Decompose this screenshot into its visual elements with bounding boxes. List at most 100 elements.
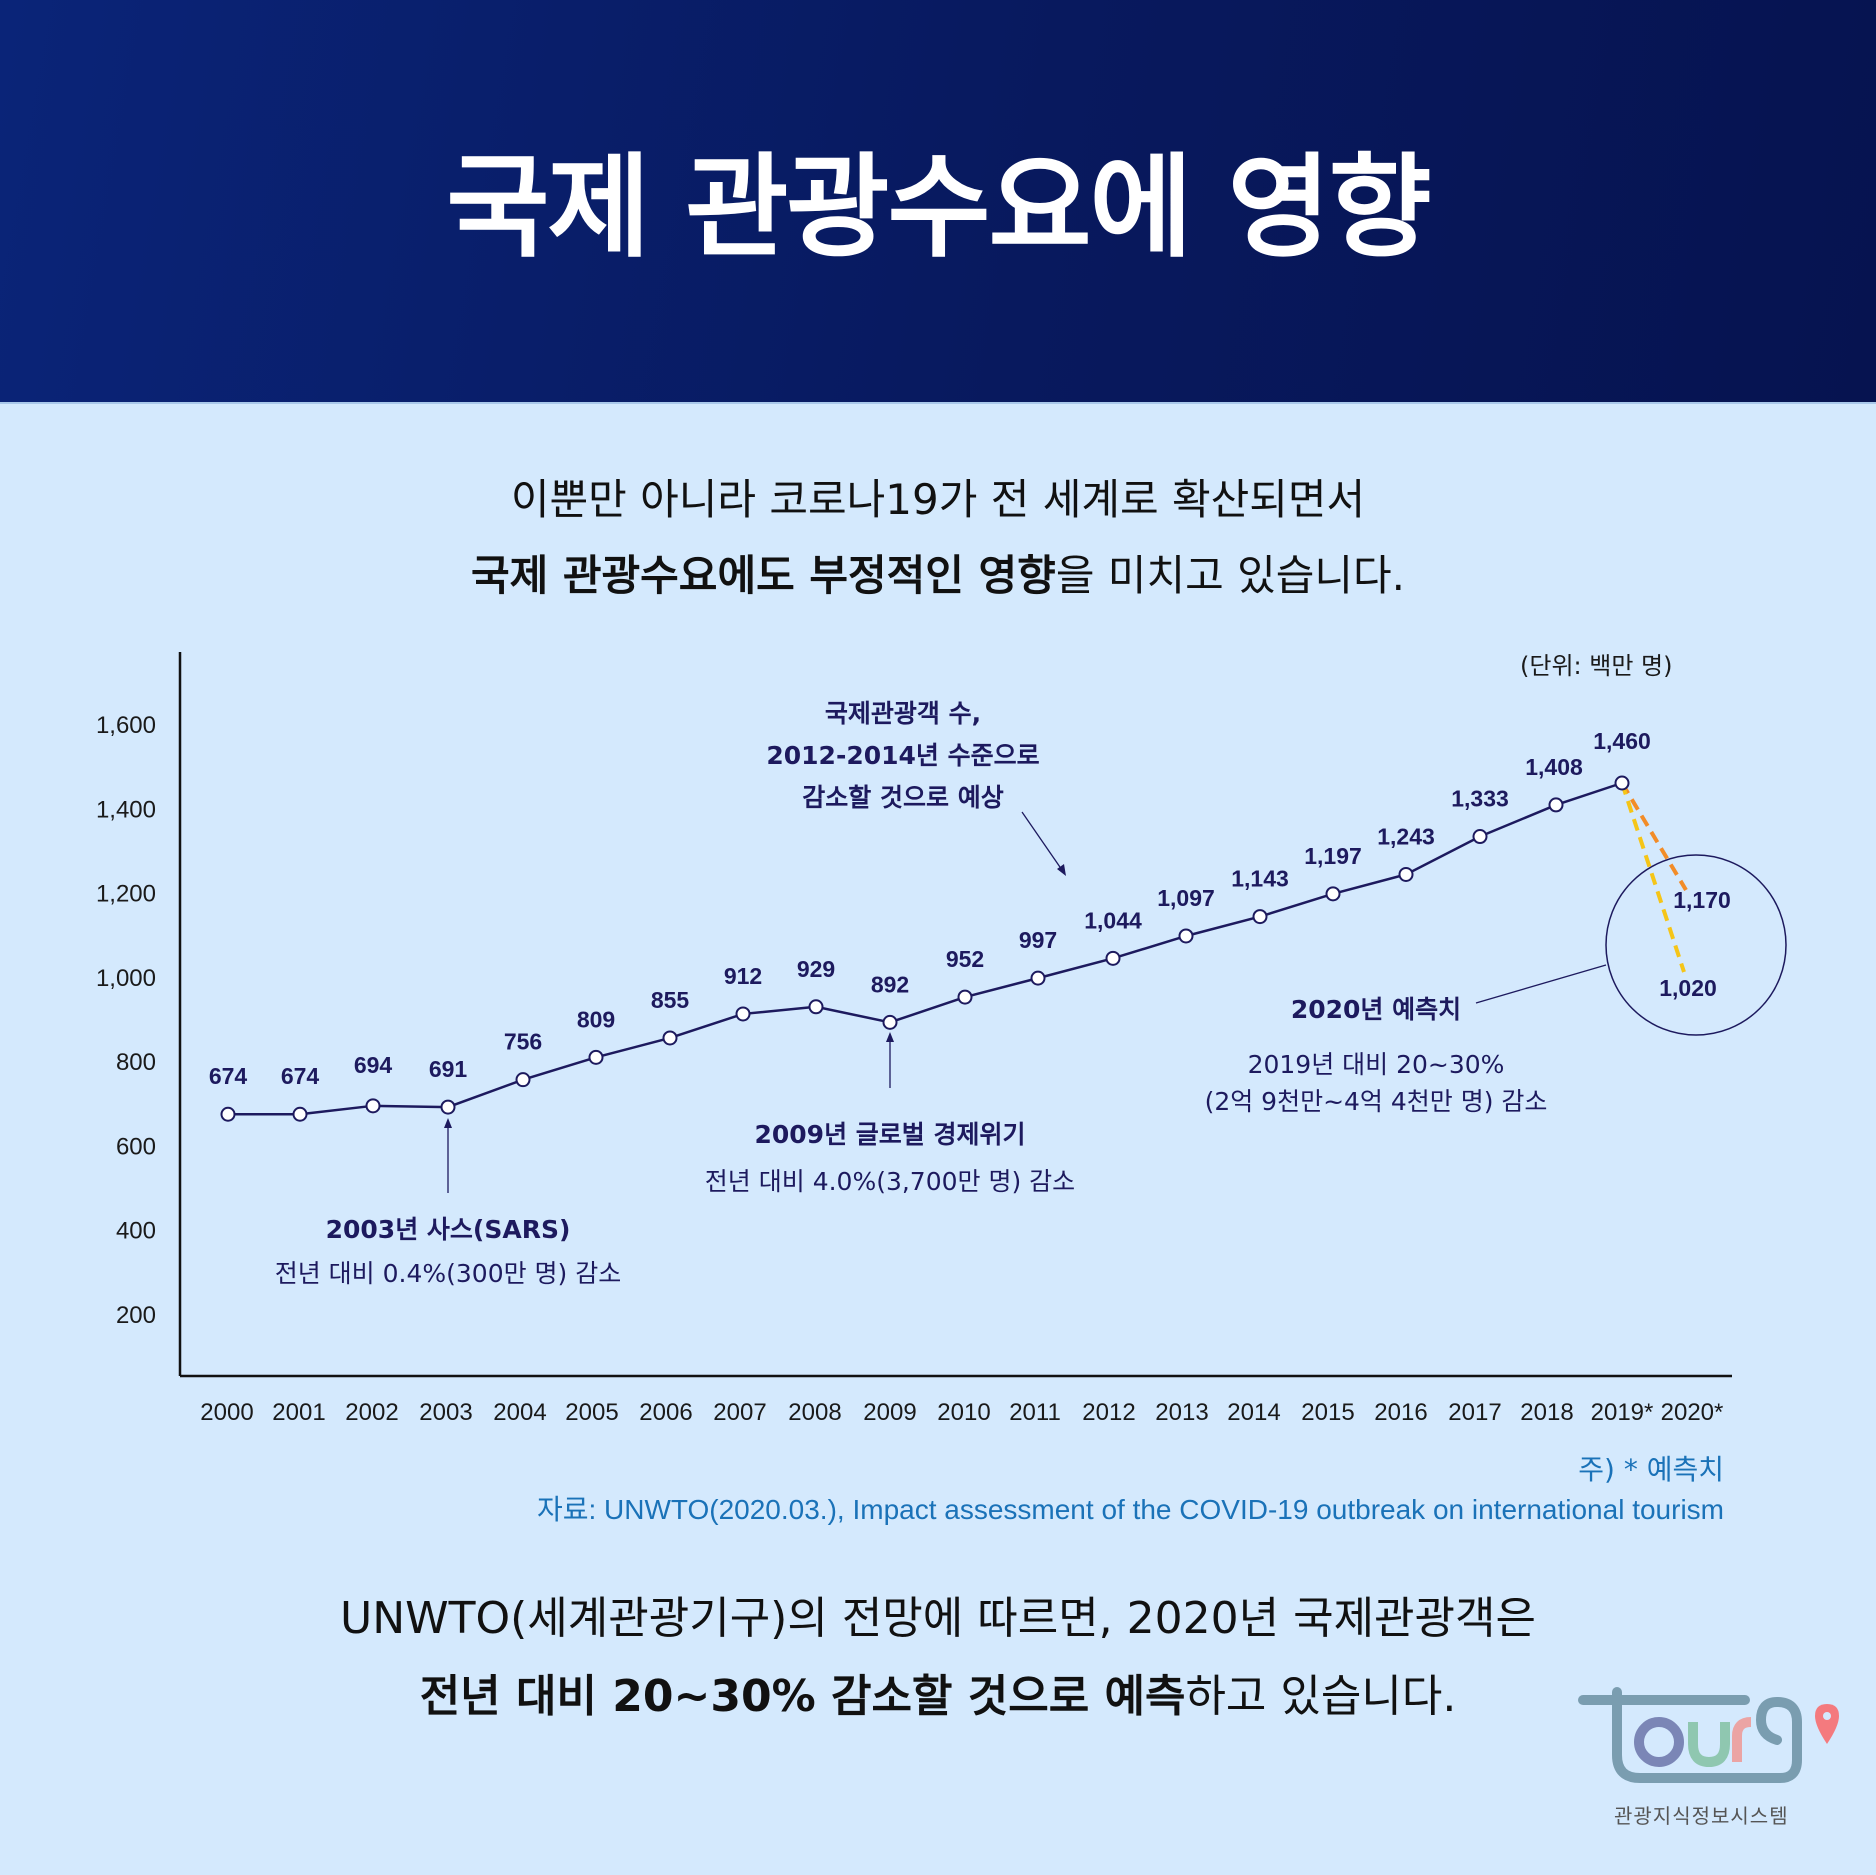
x-tick-label: 2015 (1301, 1399, 1354, 1426)
y-tick-label: 1,200 (96, 881, 156, 908)
outro-line-2: 전년 대비 20~30% 감소할 것으로 예측하고 있습니다. (0, 1658, 1876, 1736)
y-tick-label: 800 (116, 1049, 156, 1076)
data-label: 1,460 (1593, 728, 1651, 754)
location-pin-icon (1815, 1704, 1839, 1744)
data-points (220, 775, 1630, 1122)
y-tick-label: 1,600 (96, 712, 156, 739)
header-divider (0, 402, 1876, 404)
forecast-2020-title: 2020년 예측치 (1291, 995, 1461, 1024)
outro-line-2-rest: 하고 있습니다. (1185, 1671, 1457, 1722)
data-point[interactable] (1472, 829, 1488, 845)
crisis-annotation-sub: 전년 대비 4.0%(3,700만 명) 감소 (705, 1167, 1075, 1196)
data-point[interactable] (515, 1072, 531, 1088)
data-label: 674 (209, 1063, 248, 1089)
x-tick-label: 2013 (1155, 1399, 1208, 1426)
data-label: 756 (504, 1029, 542, 1055)
forecast-highlight-circle (1605, 854, 1787, 1036)
x-tick-label: 2017 (1448, 1399, 1501, 1426)
data-label: 929 (797, 956, 835, 982)
data-point[interactable] (957, 989, 973, 1005)
forecast-note-arrow (1021, 811, 1063, 871)
y-tick-label: 600 (116, 1133, 156, 1160)
logo-r (1732, 1717, 1752, 1762)
intro-line-2: 국제 관광수요에도 부정적인 영향을 미치고 있습니다. (0, 538, 1876, 614)
page-title: 국제 관광수요에 영향 (446, 143, 1431, 273)
data-point[interactable] (1178, 928, 1194, 944)
x-tick-label: 2003 (419, 1399, 472, 1426)
forecast-lines (1620, 781, 1688, 973)
forecast-note-arrow-head-icon (1057, 864, 1066, 876)
sars-annotation-sub: 전년 대비 0.4%(300만 명) 감소 (275, 1259, 622, 1288)
unit-label: (단위: 백만 명) (1520, 652, 1673, 680)
y-tick-label: 1,400 (96, 796, 156, 823)
data-point[interactable] (882, 1014, 898, 1030)
crisis-arrow-head-icon (886, 1032, 894, 1042)
outro-line-2-bold: 전년 대비 20~30% 감소할 것으로 예측 (419, 1671, 1186, 1722)
sars-annotation-title: 2003년 사스(SARS) (326, 1215, 571, 1244)
x-tick-label: 2020* (1661, 1399, 1724, 1426)
data-point[interactable] (1105, 950, 1121, 966)
line-chart: 1,600 1,400 1,200 1,000 800 600 400 200 2000 200… (96, 652, 1787, 1426)
data-label: 892 (871, 971, 909, 997)
data-label: 694 (354, 1052, 393, 1078)
x-tick-label: 2007 (713, 1399, 766, 1426)
data-point[interactable] (440, 1099, 456, 1115)
y-tick-labels: 1,600 1,400 1,200 1,000 800 600 400 200 (96, 712, 156, 1329)
forecast-2020-sub-2: (2억 9천만~4억 4천만 명) 감소 (1205, 1087, 1548, 1116)
data-point[interactable] (808, 999, 824, 1015)
x-tick-label: 2016 (1374, 1399, 1427, 1426)
data-label: 1,197 (1304, 843, 1362, 869)
data-point[interactable] (1030, 970, 1046, 986)
forecast-note-line-3: 감소할 것으로 예상 (802, 783, 1003, 812)
data-label: 1,243 (1377, 823, 1435, 849)
data-point[interactable] (735, 1006, 751, 1022)
data-point[interactable] (662, 1030, 678, 1046)
data-point[interactable] (292, 1106, 308, 1122)
x-tick-label: 2000 (200, 1399, 253, 1426)
intro-line-2-bold: 국제 관광수요에도 부정적인 영향 (470, 551, 1056, 600)
x-tick-label: 2014 (1227, 1399, 1280, 1426)
data-point[interactable] (1325, 886, 1341, 902)
forecast-2020-sub-1: 2019년 대비 20~30% (1248, 1050, 1505, 1079)
logo-o (1634, 1717, 1684, 1767)
data-label: 997 (1019, 927, 1057, 953)
data-point[interactable] (1614, 775, 1630, 791)
x-tick-label: 2005 (565, 1399, 618, 1426)
data-label: 809 (577, 1006, 615, 1032)
data-point[interactable] (365, 1098, 381, 1114)
x-tick-label: 2002 (345, 1399, 398, 1426)
data-label: 1,143 (1231, 866, 1289, 892)
forecast-low-label: 1,020 (1659, 975, 1717, 1001)
tour9-logo[interactable] (1575, 1680, 1875, 1830)
outro-text: UNWTO(세계관광기구)의 전망에 따르면, 2020년 국제관광객은 전년 … (0, 1580, 1876, 1736)
header-banner: 국제 관광수요에 영향 (0, 0, 1876, 402)
x-tick-label: 2018 (1520, 1399, 1573, 1426)
data-point[interactable] (588, 1049, 604, 1065)
forecast-low-line (1620, 782, 1686, 973)
data-label: 1,044 (1084, 907, 1142, 933)
y-tick-label: 400 (116, 1218, 156, 1245)
forecast-leader-line (1475, 964, 1607, 1004)
forecast-high-line (1620, 781, 1688, 892)
data-label: 1,097 (1157, 885, 1215, 911)
x-tick-label: 2010 (937, 1399, 990, 1426)
data-label: 912 (724, 963, 762, 989)
data-point[interactable] (1548, 797, 1564, 813)
y-tick-label: 1,000 (96, 965, 156, 992)
y-tick-label: 200 (116, 1302, 156, 1329)
data-point[interactable] (1398, 866, 1414, 882)
data-labels: 674 674 694 691 756 809 855 912 929 892 952 997 1,04… (209, 728, 1731, 1089)
x-tick-label: 2006 (639, 1399, 692, 1426)
x-tick-label: 2001 (272, 1399, 325, 1426)
x-tick-label: 2011 (1009, 1399, 1061, 1426)
x-tick-label: 2008 (788, 1399, 841, 1426)
data-point[interactable] (220, 1106, 236, 1122)
data-label: 691 (429, 1056, 468, 1082)
x-tick-labels: 2000 2001 2002 2003 2004 2005 2006 2007 2008 2009… (200, 1399, 1723, 1426)
data-label: 952 (946, 946, 984, 972)
forecast-high-label: 1,170 (1673, 887, 1731, 913)
data-label: 1,408 (1525, 754, 1583, 780)
outro-line-1: UNWTO(세계관광기구)의 전망에 따르면, 2020년 국제관광객은 (340, 1593, 1536, 1644)
data-point[interactable] (1252, 909, 1268, 925)
logo-u (1688, 1722, 1730, 1768)
